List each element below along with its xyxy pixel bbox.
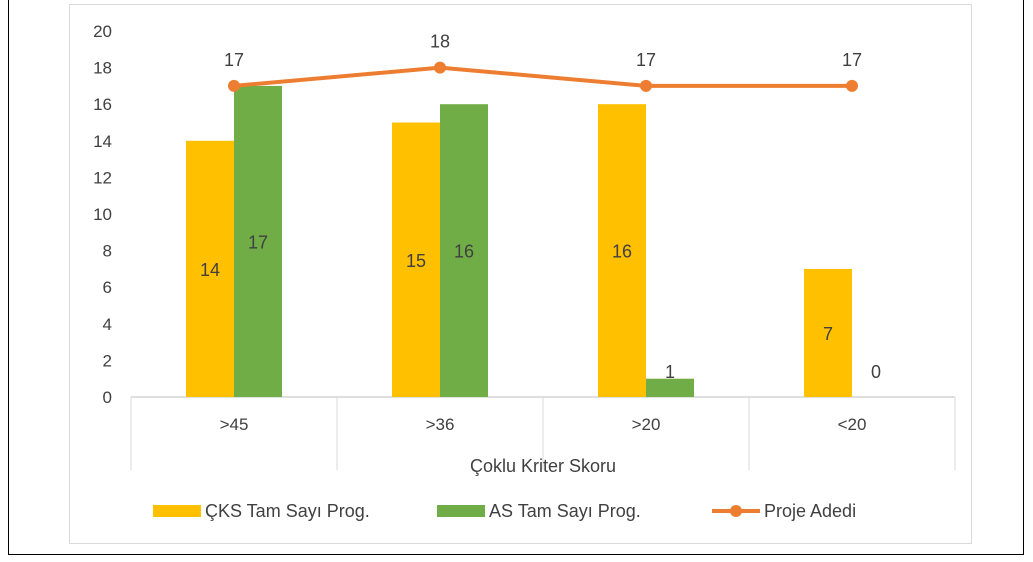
x-tick-label: >45: [220, 415, 249, 434]
y-tick-label: 14: [93, 132, 112, 151]
bar: [646, 378, 694, 397]
line-series: [228, 61, 858, 92]
y-tick-label: 18: [93, 59, 112, 78]
legend-label: ÇKS Tam Sayı Prog.: [205, 501, 370, 521]
series-line: [233, 65, 852, 88]
bar-data-label: 7: [823, 324, 833, 344]
outer-frame: [8, 0, 1024, 555]
bar-data-label: 1: [665, 362, 675, 382]
bar: [440, 104, 488, 397]
line-data-label: 17: [636, 50, 656, 70]
line-data-label: 17: [224, 50, 244, 70]
bar: [598, 104, 646, 397]
bar: [186, 140, 234, 398]
bar-data-label: 14: [200, 260, 220, 280]
legend-swatch: [437, 505, 485, 517]
y-tick-label: 16: [93, 95, 112, 114]
bar-data-label: 16: [612, 242, 632, 262]
bar-data-label: 15: [406, 251, 426, 271]
data-labels: 14 15 16 7 17 16 1 0 17 18 17 17: [200, 32, 881, 382]
x-axis-title: Çoklu Kriter Skoru: [470, 456, 616, 476]
y-tick-label: 4: [103, 315, 112, 334]
legend-label: Proje Adedi: [764, 501, 856, 521]
bar: [804, 268, 852, 397]
line-data-label: 17: [842, 50, 862, 70]
y-axis-ticks: 0 2 4 6 8 10 12 14 16 18 20: [93, 22, 112, 407]
legend-marker: [730, 505, 742, 517]
legend-label: AS Tam Sayı Prog.: [489, 501, 641, 521]
y-tick-label: 12: [93, 168, 112, 187]
x-tick-label: >20: [632, 415, 661, 434]
line-point: [228, 79, 240, 92]
bars: [186, 85, 852, 398]
y-tick-label: 6: [103, 278, 112, 297]
bar-data-label: 0: [871, 362, 881, 382]
bar: [234, 85, 282, 398]
y-tick-label: 20: [93, 22, 112, 41]
line-point: [434, 61, 446, 74]
line-point: [846, 79, 858, 92]
category-dividers: [130, 397, 956, 470]
x-axis-ticks: >45 >36 >20 <20: [220, 415, 867, 434]
legend-swatch: [153, 505, 201, 517]
y-tick-label: 10: [93, 205, 112, 224]
y-tick-label: 8: [103, 242, 112, 261]
bar-data-label: 16: [454, 242, 474, 262]
bar: [392, 122, 440, 397]
x-tick-label: >36: [426, 415, 455, 434]
x-tick-label: <20: [838, 415, 867, 434]
line-point: [640, 79, 652, 92]
line-data-label: 18: [430, 32, 450, 52]
y-tick-label: 2: [103, 351, 112, 370]
y-tick-label: 0: [103, 388, 112, 407]
bar-data-label: 17: [248, 232, 268, 252]
legend: ÇKS Tam Sayı Prog. AS Tam Sayı Prog. Proje…: [153, 501, 856, 521]
